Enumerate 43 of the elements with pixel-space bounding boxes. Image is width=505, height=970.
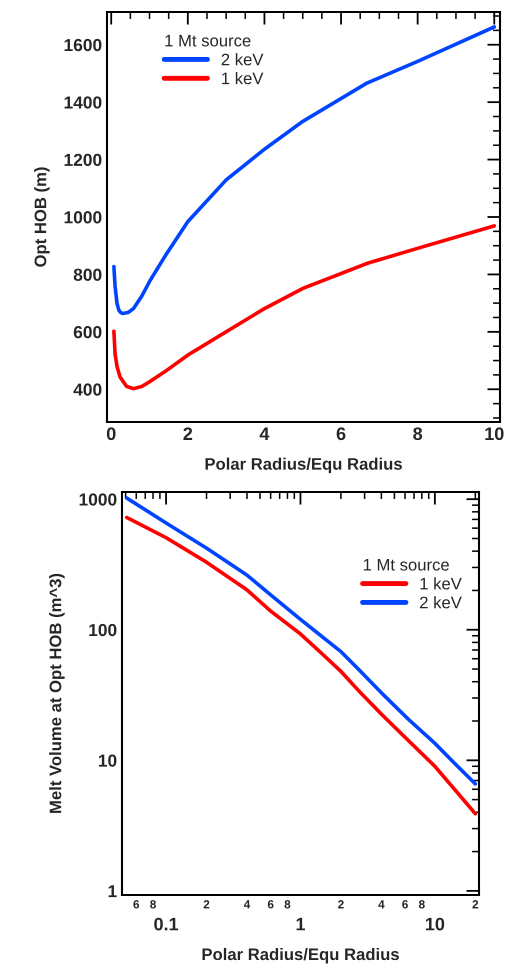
text: 4 (244, 900, 250, 908)
text: 2 (338, 900, 344, 908)
x-tick-label: 10 (426, 918, 444, 930)
y-tick-label: 100 (89, 624, 116, 636)
y-axis-title: Opt HOB (m) (34, 167, 50, 267)
text: 4 (378, 900, 385, 908)
y-tick-label: 10 (98, 754, 116, 767)
x-tick-label: 2 (183, 427, 192, 440)
legend-title: 1 Mt source (364, 559, 449, 571)
x-axis-title: Polar Radius/Equ Radius (202, 948, 399, 964)
text: 6 (268, 900, 274, 909)
x-tick-label: 0.1 (154, 918, 178, 930)
x-tick-label: 0 (106, 427, 116, 440)
x-axis-title: Polar Radius/Equ Radius (206, 458, 402, 474)
y-tick-label: 1400 (64, 96, 102, 109)
text: 6 (402, 900, 408, 909)
x-tick-label: 6 (336, 427, 346, 440)
legend-label: 1 keV (222, 72, 264, 84)
line-series (112, 25, 496, 316)
text: 6 (133, 900, 140, 909)
y-tick-label: 800 (74, 268, 102, 281)
y-tick-label: 600 (74, 326, 102, 338)
legend-label: 2 keV (420, 596, 462, 608)
text: 8 (284, 900, 290, 909)
y-tick-label: 1600 (64, 38, 102, 52)
y-tick-label: 400 (73, 383, 102, 396)
text: 8 (418, 900, 425, 909)
text: 2 (472, 900, 478, 908)
legend-label: 1 keV (420, 577, 462, 590)
x-tick-label: 4 (260, 428, 270, 440)
x-tick-label: 10 (485, 427, 504, 440)
line-series (112, 224, 496, 390)
legend-title: 1 Mt source (165, 34, 250, 47)
y-tick-label: 1200 (64, 154, 102, 166)
y-tick-label: 1 (108, 885, 117, 898)
y-axis-title: Melt Volume at Opt HOB (m^3) (49, 574, 65, 813)
x-tick-label: 1 (296, 918, 305, 930)
y-tick-label: 1000 (80, 493, 116, 506)
legend-label: 2 keV (222, 53, 264, 66)
text: 2 (204, 900, 210, 908)
text: 8 (150, 900, 156, 909)
x-tick-label: 8 (413, 427, 422, 440)
y-tick-label: 1000 (64, 211, 102, 224)
